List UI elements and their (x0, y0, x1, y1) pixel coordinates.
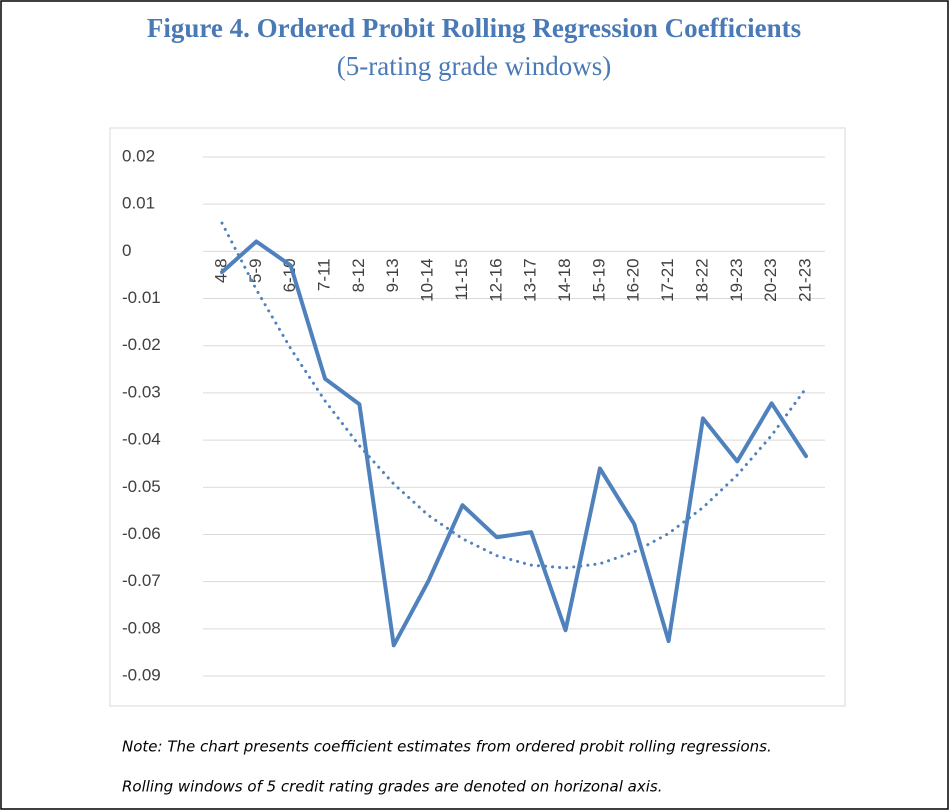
y-tick-label: 0.02 (122, 146, 155, 165)
note: Note: The chart presents coefficient est… (122, 738, 772, 756)
x-tick-label: 21-23 (795, 258, 814, 301)
x-tick-label: 20-23 (761, 258, 780, 301)
x-tick-label: 19-23 (727, 258, 746, 301)
chart-title: Figure 4. Ordered Probit Rolling Regress… (147, 13, 801, 43)
x-tick-label: 12-16 (486, 258, 505, 301)
x-tick-label: 13-17 (521, 258, 540, 301)
y-tick-label: -0.02 (122, 335, 161, 354)
x-tick-label: 9-13 (383, 258, 402, 292)
y-tick-label: -0.04 (122, 430, 161, 449)
x-tick-label: 17-21 (658, 258, 677, 301)
data-line (220, 239, 808, 648)
x-tick-label: 16-20 (624, 258, 643, 301)
y-tick-label: -0.03 (122, 382, 161, 401)
x-tick-label: 8-12 (349, 258, 368, 292)
x-tick-label: 15-19 (589, 258, 608, 301)
y-tick-label: -0.01 (122, 288, 161, 307)
x-tick-label: 18-22 (692, 258, 711, 301)
y-tick-label: 0 (122, 241, 131, 260)
note: Rolling windows of 5 credit rating grade… (122, 778, 663, 796)
plot-frame (109, 127, 846, 707)
x-tick-label: 10-14 (418, 258, 437, 301)
y-tick-label: -0.06 (122, 524, 161, 543)
y-tick-label: -0.09 (122, 665, 161, 684)
y-tick-label: -0.08 (122, 618, 161, 637)
chart-subtitle: (5-rating grade windows) (337, 51, 611, 81)
y-tick-label: -0.05 (122, 477, 161, 496)
x-tick-label: 14-18 (555, 258, 574, 301)
y-tick-label: 0.01 (122, 194, 155, 213)
x-tick-label: 5-9 (246, 258, 265, 283)
x-tick-label: 7-11 (315, 258, 334, 291)
x-tick-label: 11-15 (452, 258, 471, 300)
y-tick-label: -0.07 (122, 571, 161, 590)
